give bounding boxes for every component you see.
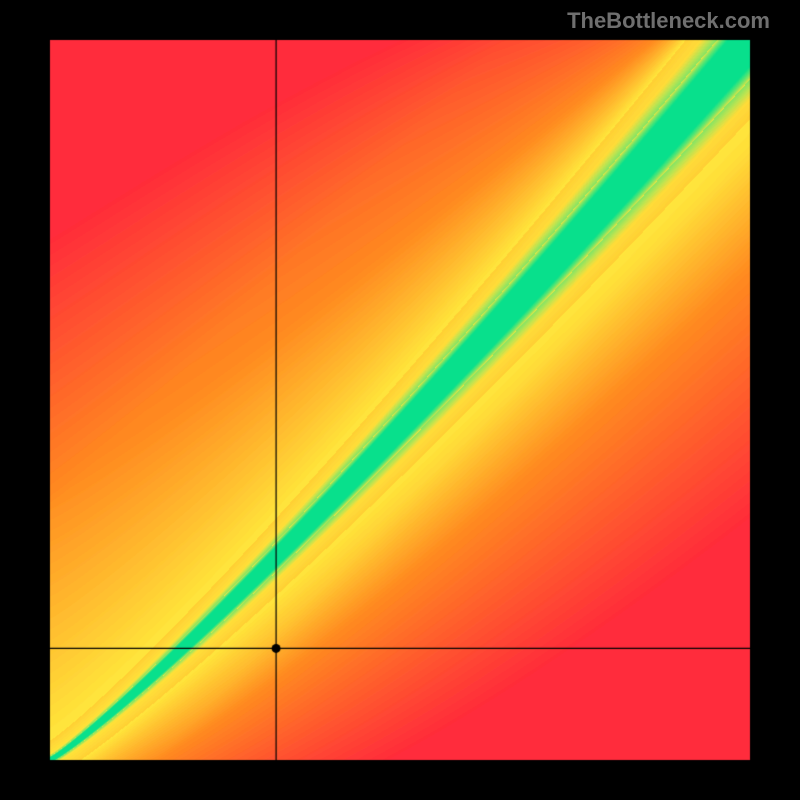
bottleneck-heatmap — [0, 0, 800, 800]
watermark-text: TheBottleneck.com — [567, 8, 770, 34]
